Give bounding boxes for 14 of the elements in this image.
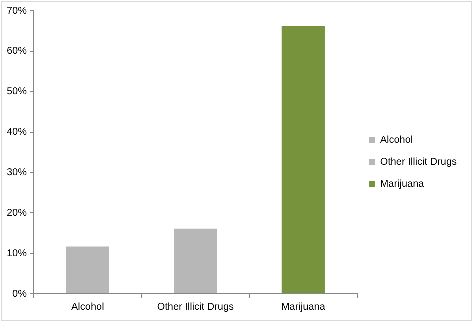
x-tick-label: Other Illicit Drugs [157,302,234,313]
y-tick-label: 40% [7,127,28,138]
y-tick-label: 30% [7,167,28,178]
legend-label: Marijuana [380,178,425,190]
y-tick-label: 70% [7,6,28,17]
x-tick-label: Marijuana [281,302,326,313]
y-tick-label: 10% [7,248,28,260]
legend-label: Alcohol [380,134,414,146]
y-tick-label: 50% [7,86,28,98]
y-tick-label: 0% [12,288,28,300]
legend-label: Other Illicit Drugs [380,156,458,168]
x-tick-label: Alcohol [71,302,104,313]
y-tick-label: 60% [7,46,28,58]
y-tick-label: 20% [7,208,28,219]
